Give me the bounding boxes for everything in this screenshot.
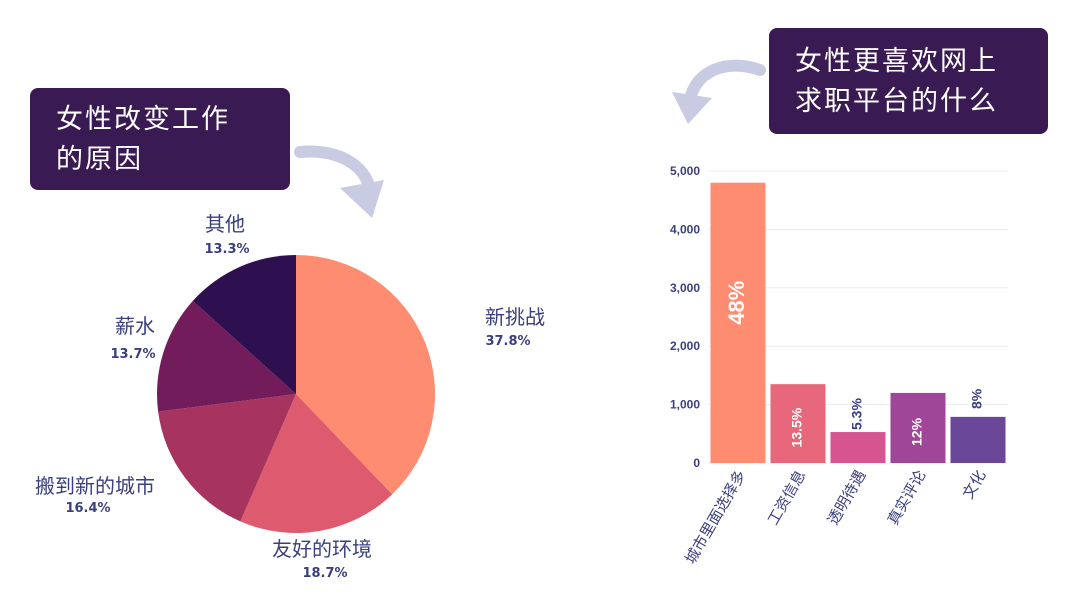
x-category-label: 透明待遇 bbox=[824, 467, 870, 528]
x-category-label: 文化 bbox=[959, 467, 990, 502]
pie-chart: 新挑战 37.8% 友好的环境 18.7% 搬到新的城市 16.4% 薪水 13.7% 其他 13… bbox=[35, 212, 545, 581]
bar bbox=[710, 182, 766, 463]
x-category-label: 真实评论 bbox=[884, 467, 930, 528]
x-category-label: 城市里面选择多 bbox=[681, 467, 749, 567]
pie-slice bbox=[296, 255, 436, 495]
y-tick-label: 1,000 bbox=[670, 398, 700, 412]
bar bbox=[770, 384, 826, 463]
pie-slice-percent: 13.3% bbox=[204, 242, 249, 257]
bar bbox=[890, 392, 946, 463]
pie-slice-percent: 37.8% bbox=[485, 334, 530, 349]
pie-slice-label: 薪水 bbox=[115, 314, 155, 338]
bar-value-label: 48% bbox=[724, 281, 749, 325]
pie-slice bbox=[192, 255, 296, 394]
y-tick-label: 0 bbox=[693, 456, 700, 470]
bar-title-callout: 女性更喜欢网上 求职平台的什么 bbox=[769, 28, 1048, 134]
bar bbox=[950, 416, 1006, 463]
bar-value-label: 13.5% bbox=[789, 407, 805, 447]
y-tick-label: 4,000 bbox=[670, 222, 700, 236]
bar bbox=[830, 432, 886, 463]
pie-slice-percent: 18.7% bbox=[302, 566, 347, 581]
y-tick-label: 3,000 bbox=[670, 281, 700, 295]
pie-slice bbox=[158, 394, 296, 522]
bar-title-line-2: 求职平台的什么 bbox=[795, 86, 998, 117]
pie-slice bbox=[240, 394, 393, 534]
y-tick-label: 5,000 bbox=[670, 164, 700, 178]
pie-slice-label: 友好的环境 bbox=[272, 537, 372, 561]
arrow-down-right-icon bbox=[294, 145, 384, 218]
pie-title-line-2: 的原因 bbox=[56, 144, 143, 175]
x-category-label: 工资信息 bbox=[764, 467, 810, 528]
pie-slice bbox=[157, 300, 296, 412]
arrow-down-left-icon bbox=[672, 59, 766, 124]
bar-value-label: 12% bbox=[909, 417, 925, 446]
pie-slice-percent: 13.7% bbox=[110, 347, 155, 362]
pie-slice-label: 其他 bbox=[205, 212, 245, 236]
pie-title-callout: 女性改变工作 的原因 bbox=[30, 88, 290, 190]
bar-chart: 0 1,000 2,000 3,000 4,000 5,000 48% 城市里面选择多 13.5… bbox=[670, 164, 1008, 567]
pie-title-line-1: 女性改变工作 bbox=[56, 104, 230, 135]
pie-slice-label: 新挑战 bbox=[485, 305, 545, 329]
y-tick-label: 2,000 bbox=[670, 339, 700, 353]
bar-value-label: 8% bbox=[969, 388, 985, 409]
pie-slice-percent: 16.4% bbox=[65, 501, 110, 516]
bar-title-line-1: 女性更喜欢网上 bbox=[795, 46, 998, 77]
pie-slice-label: 搬到新的城市 bbox=[35, 474, 155, 498]
bar-value-label: 5.3% bbox=[849, 398, 865, 430]
